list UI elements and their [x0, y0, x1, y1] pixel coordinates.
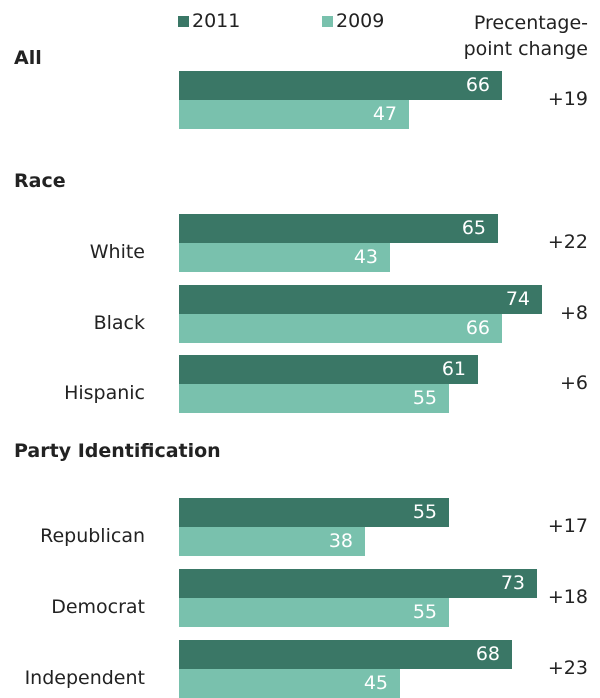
bar-value-2011-hispanic: 61 — [441, 358, 466, 380]
legend-swatch-2009 — [322, 15, 333, 27]
bar-2009-republican — [179, 527, 365, 556]
change-value-all: +19 — [547, 88, 588, 110]
bar-2011-democrat — [179, 569, 537, 598]
change-header-line-1: Precentage- — [473, 12, 588, 34]
row-label-democrat: Democrat — [51, 596, 145, 618]
legend-swatch-2011 — [178, 15, 189, 27]
change-column-header: Precentage- point change — [464, 10, 588, 62]
bar-2011-independent — [179, 640, 512, 669]
bar-2009-hispanic — [179, 384, 449, 413]
row-label-white: White — [89, 241, 145, 263]
change-value-hispanic: +6 — [559, 372, 588, 394]
change-value-independent: +23 — [547, 657, 588, 679]
bar-2011-black — [179, 285, 542, 314]
bar-value-2011-democrat: 73 — [500, 572, 525, 594]
bar-value-2009-white: 43 — [353, 246, 378, 268]
change-value-white: +22 — [547, 231, 588, 253]
bar-2009-all — [179, 100, 409, 129]
bar-2011-republican — [179, 498, 449, 527]
bar-value-2009-hispanic: 55 — [412, 387, 437, 409]
change-value-republican: +17 — [547, 515, 588, 537]
bar-value-2011-all: 66 — [465, 74, 490, 96]
bar-2009-black — [179, 314, 502, 343]
row-label-independent: Independent — [24, 667, 145, 689]
bar-2011-hispanic — [179, 355, 478, 384]
bar-2011-white — [179, 214, 498, 243]
bar-value-2011-white: 65 — [461, 217, 486, 239]
bar-value-2011-independent: 68 — [475, 643, 500, 665]
bar-value-2011-black: 74 — [505, 288, 530, 310]
row-label-republican: Republican — [40, 525, 145, 547]
bar-value-2009-independent: 45 — [363, 672, 388, 694]
bar-2009-white — [179, 243, 390, 272]
bar-value-2009-republican: 38 — [328, 530, 353, 552]
change-header-line-2: point change — [463, 38, 588, 60]
legend-item-2011: 2011 — [178, 10, 240, 32]
bar-value-2009-all: 47 — [372, 103, 397, 125]
change-value-black: +8 — [559, 302, 588, 324]
change-value-democrat: +18 — [547, 586, 588, 608]
bar-2009-democrat — [179, 598, 449, 627]
section-title-all: All — [14, 47, 42, 69]
bar-value-2009-democrat: 55 — [412, 601, 437, 623]
section-title-race: Race — [14, 170, 66, 192]
row-label-hispanic: Hispanic — [64, 382, 145, 404]
bar-value-2011-republican: 55 — [412, 501, 437, 523]
bar-value-2009-black: 66 — [465, 317, 490, 339]
section-title-party: Party Identification — [14, 440, 221, 462]
legend-label-2009: 2009 — [336, 10, 385, 32]
row-label-black: Black — [93, 312, 145, 334]
legend-label-2011: 2011 — [192, 10, 241, 32]
bar-2011-all — [179, 71, 502, 100]
legend-item-2009: 2009 — [322, 10, 384, 32]
